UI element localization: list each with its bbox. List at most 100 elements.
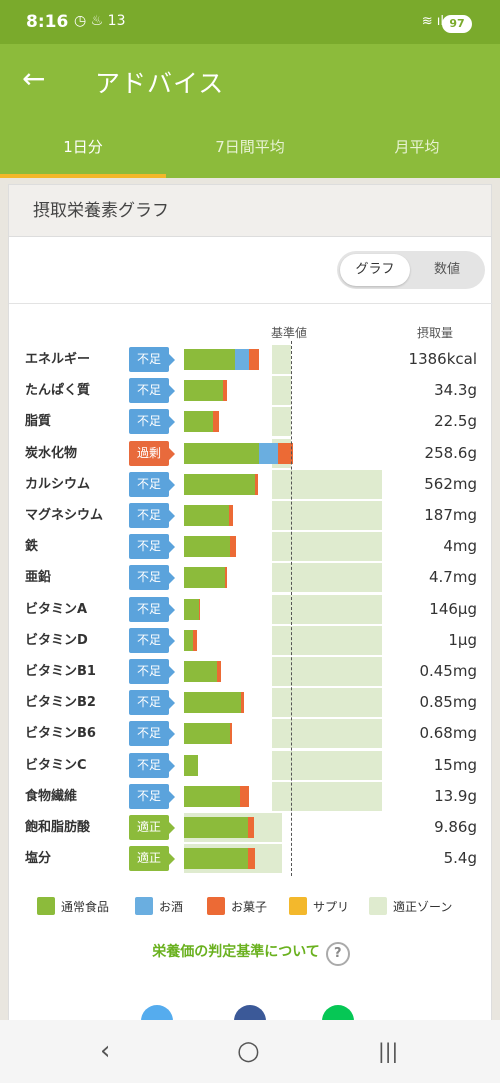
amount-column-header: 摂取量	[417, 326, 454, 340]
period-tabs: 1日分 7日間平均 月平均	[0, 116, 500, 178]
tab-label: 月平均	[394, 138, 440, 156]
intake-amount: 258.6g	[424, 443, 477, 462]
appropriate-zone	[271, 781, 382, 811]
criteria-link-text[interactable]: 栄養価の判定基準について	[152, 944, 320, 960]
appropriate-zone	[271, 501, 382, 530]
nutrient-row: ビタミンA 不足 146μg	[9, 594, 493, 625]
bar-segment-food	[184, 629, 193, 651]
nutrient-row: カルシウム 不足 562mg	[9, 469, 493, 500]
intake-amount: 562mg	[424, 474, 477, 493]
appropriate-zone	[271, 719, 382, 749]
intake-amount: 4.7mg	[429, 568, 477, 587]
intake-amount: 22.5g	[434, 412, 477, 431]
nutrient-name: 亜鉛	[25, 570, 52, 586]
nutrient-row: 鉄 不足 4mg	[9, 531, 493, 562]
intake-bar	[184, 754, 198, 776]
nutrient-row: ビタミンB6 不足 0.68mg	[9, 718, 493, 749]
nutrient-name: ビタミンC	[25, 757, 87, 773]
intake-bar	[184, 692, 244, 714]
intake-amount: 1μg	[448, 630, 477, 649]
nutrient-name: マグネシウム	[25, 508, 104, 523]
status-badge: 不足	[129, 471, 175, 497]
tab-seven-day-average[interactable]: 7日間平均	[167, 116, 333, 178]
nutrient-row: 食物繊維 不足 13.9g	[9, 781, 493, 812]
status-badge: 不足	[129, 503, 175, 528]
legend-swatch	[37, 897, 55, 915]
legend-swatch	[207, 897, 225, 915]
legend-swatch	[289, 897, 307, 915]
status-badge: 不足	[129, 347, 175, 372]
nutrient-row: 亜鉛 不足 4.7mg	[9, 562, 493, 593]
status-badge: 不足	[129, 721, 175, 747]
status-time: 8:16	[26, 12, 69, 32]
appropriate-zone	[271, 750, 382, 780]
intake-bar	[184, 723, 233, 745]
intake-amount: 4mg	[443, 537, 477, 556]
appropriate-zone	[271, 563, 382, 593]
bar-segment-sweets	[230, 723, 233, 745]
bar-segment-sweets	[278, 442, 294, 464]
nutrient-name: ビタミンB6	[25, 726, 96, 742]
bar-segment-food	[184, 692, 241, 714]
appropriate-zone	[271, 469, 382, 499]
nutrient-row: 脂質 不足 22.5g	[9, 406, 493, 437]
card-title: 摂取栄養素グラフ	[9, 185, 491, 237]
intake-bar	[184, 536, 237, 558]
tab-one-day[interactable]: 1日分	[0, 116, 166, 178]
nav-back-icon[interactable]: ‹	[100, 1036, 111, 1066]
nav-home-icon[interactable]: ○	[237, 1036, 260, 1066]
bar-segment-food	[184, 567, 225, 589]
intake-bar	[184, 473, 258, 495]
intake-amount: 34.3g	[434, 381, 477, 400]
intake-bar	[184, 785, 250, 807]
bar-segment-food	[184, 411, 213, 433]
intake-amount: 15mg	[433, 755, 477, 774]
appropriate-zone	[271, 532, 382, 562]
intake-amount: 0.45mg	[419, 662, 477, 680]
legend-swatch	[135, 897, 153, 915]
values-view-button[interactable]: 数値	[433, 262, 460, 277]
battery-icon: 97	[442, 15, 472, 33]
nutrient-row: 飽和脂肪酸 適正 9.86g	[9, 812, 493, 843]
bar-segment-sweets	[248, 817, 254, 838]
bar-segment-food	[184, 473, 255, 495]
legend-item-zone: 適正ゾーン	[369, 897, 452, 917]
bar-segment-food	[184, 442, 259, 464]
bar-segment-food	[184, 785, 240, 807]
bar-segment-sweets	[248, 848, 255, 870]
wifi-signal-icon: ≋ ıl	[421, 14, 444, 29]
intake-bar	[184, 848, 255, 870]
bar-segment-food	[184, 754, 198, 776]
nutrient-name: エネルギー	[25, 352, 91, 367]
bar-segment-food	[184, 723, 230, 745]
nutrient-row: ビタミンB2 不足 0.85mg	[9, 687, 493, 718]
help-icon[interactable]: ?	[325, 942, 350, 966]
status-badge: 過剰	[129, 440, 175, 466]
nav-recent-apps-icon[interactable]: |||	[378, 1039, 399, 1063]
status-badge: 不足	[129, 409, 175, 435]
appropriate-zone	[271, 625, 382, 655]
intake-bar	[184, 349, 259, 370]
intake-amount: 9.86g	[434, 818, 477, 836]
intake-amount: 146μg	[429, 599, 477, 618]
graph-view-button[interactable]: グラフ	[340, 254, 410, 286]
nutrient-name: 塩分	[25, 851, 52, 867]
bar-segment-sweets	[239, 785, 250, 807]
bar-segment-sweets	[249, 349, 259, 370]
tab-monthly-average[interactable]: 月平均	[334, 116, 500, 178]
legend-label: 適正ゾーン	[393, 900, 453, 914]
legend-item-supplement: サプリ	[289, 897, 349, 917]
appropriate-zone	[271, 594, 382, 624]
bar-segment-food	[184, 598, 199, 620]
system-nav-bar: ‹ ○ |||	[0, 1020, 500, 1083]
status-badge: 適正	[129, 815, 175, 840]
criteria-link[interactable]: 栄養価の判定基準について?	[9, 941, 493, 966]
bar-segment-sweets	[240, 692, 244, 714]
status-badge: 不足	[129, 565, 175, 591]
back-arrow-icon[interactable]: ←	[22, 62, 46, 95]
appropriate-zone	[271, 407, 291, 437]
bar-segment-food	[184, 536, 230, 558]
intake-amount: 13.9g	[434, 786, 477, 805]
legend-swatch	[369, 897, 387, 915]
nutrient-row: マグネシウム 不足 187mg	[9, 500, 493, 531]
